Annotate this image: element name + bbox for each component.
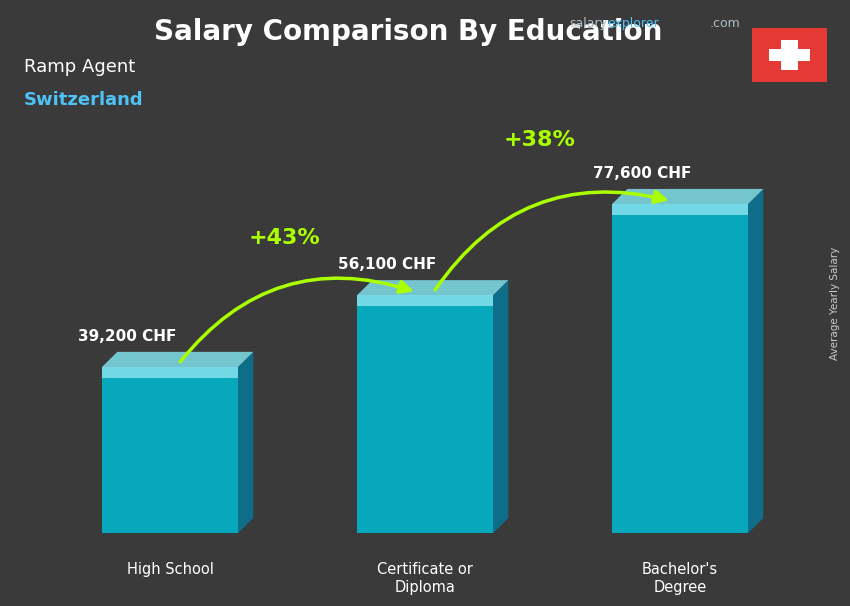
Text: 77,600 CHF: 77,600 CHF xyxy=(592,166,691,181)
Text: 56,100 CHF: 56,100 CHF xyxy=(337,258,436,272)
Text: Ramp Agent: Ramp Agent xyxy=(24,58,135,76)
FancyBboxPatch shape xyxy=(752,28,827,82)
Polygon shape xyxy=(238,352,253,533)
Text: 39,200 CHF: 39,200 CHF xyxy=(78,329,177,344)
Bar xyxy=(769,49,810,61)
Text: +38%: +38% xyxy=(504,130,575,150)
Text: Switzerland: Switzerland xyxy=(24,91,144,109)
Text: explorer: explorer xyxy=(608,17,660,30)
Polygon shape xyxy=(357,280,508,295)
Polygon shape xyxy=(612,189,763,204)
Bar xyxy=(781,41,798,70)
Bar xyxy=(612,204,748,215)
Text: salary: salary xyxy=(570,17,608,30)
Bar xyxy=(102,367,238,533)
Text: Average Yearly Salary: Average Yearly Salary xyxy=(830,247,840,359)
Polygon shape xyxy=(102,352,253,367)
Bar xyxy=(102,367,238,378)
Text: Bachelor's
Degree: Bachelor's Degree xyxy=(642,562,718,594)
Polygon shape xyxy=(493,280,508,533)
Bar xyxy=(357,295,493,533)
Text: High School: High School xyxy=(127,562,213,578)
Polygon shape xyxy=(748,189,763,533)
Text: Salary Comparison By Education: Salary Comparison By Education xyxy=(154,18,662,46)
Text: Certificate or
Diploma: Certificate or Diploma xyxy=(377,562,473,594)
Text: .com: .com xyxy=(710,17,740,30)
Text: +43%: +43% xyxy=(249,228,320,248)
Bar xyxy=(612,204,748,533)
Bar xyxy=(357,295,493,306)
